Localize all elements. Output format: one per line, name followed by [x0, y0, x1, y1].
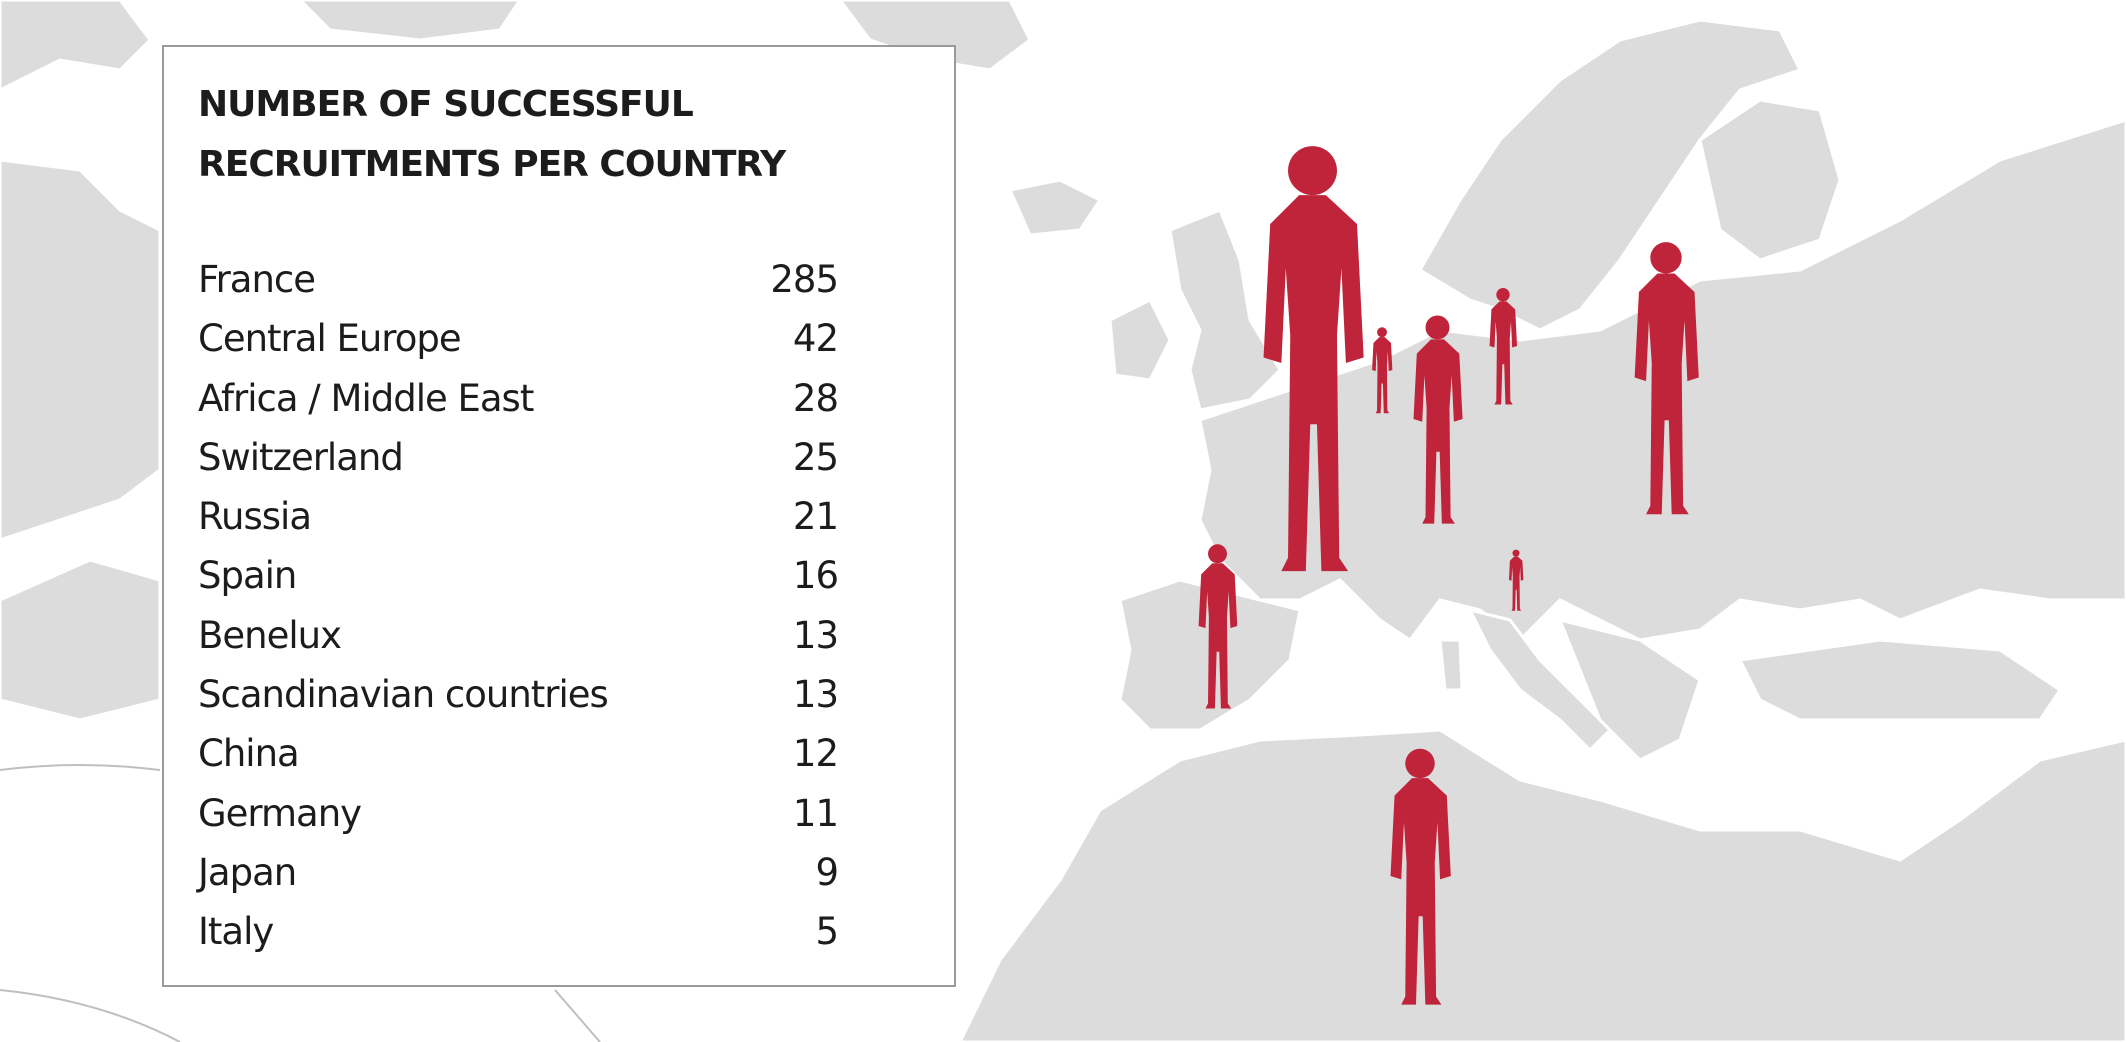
- country-label: France: [198, 258, 316, 301]
- table-row: Russia 21: [198, 487, 839, 546]
- recruitment-count: 12: [792, 732, 839, 776]
- country-label: Italy: [198, 910, 274, 954]
- table-row: Switzerland 25: [198, 428, 839, 487]
- recruitments-table-panel: NUMBER OF SUCCESSFUL RECRUITMENTS PER CO…: [162, 45, 956, 987]
- recruitment-count: 25: [792, 435, 839, 479]
- recruitment-count: 285: [770, 258, 839, 301]
- recruitment-count: 9: [815, 850, 839, 894]
- country-label: Switzerland: [198, 435, 404, 479]
- country-label: Russia: [198, 495, 312, 539]
- country-label: Japan: [198, 850, 297, 894]
- recruitments-table: France 285 Central Europe 42 Africa / Middle…: [198, 250, 839, 962]
- table-row: China 12: [198, 724, 839, 783]
- table-row: Africa / Middle East 28: [198, 369, 839, 428]
- chart-title: NUMBER OF SUCCESSFUL RECRUITMENTS PER CO…: [198, 84, 786, 185]
- table-row: Italy 5: [198, 902, 839, 961]
- recruitment-count: 13: [792, 613, 839, 657]
- recruitment-count: 28: [792, 376, 839, 420]
- country-label: China: [198, 732, 300, 776]
- map-arc-line: [554, 989, 601, 1042]
- recruitment-count: 16: [792, 554, 839, 598]
- table-row: Spain 16: [198, 546, 839, 605]
- recruitment-count: 42: [792, 317, 839, 361]
- recruitment-count: 11: [792, 791, 839, 835]
- country-label: Africa / Middle East: [198, 376, 534, 420]
- map-arc-line: [0, 764, 161, 771]
- table-row: France 285: [198, 250, 839, 309]
- recruitment-count: 21: [792, 495, 839, 539]
- country-label: Scandinavian countries: [198, 673, 609, 717]
- table-row: Japan 9: [198, 843, 839, 902]
- table-row: Scandinavian countries 13: [198, 665, 839, 724]
- table-row: Germany 11: [198, 784, 839, 843]
- recruitment-count: 13: [792, 673, 839, 717]
- country-label: Spain: [198, 554, 297, 598]
- country-label: Germany: [198, 791, 362, 835]
- country-label: Central Europe: [198, 317, 462, 361]
- map-arc-line: [0, 989, 181, 1042]
- table-row: Benelux 13: [198, 606, 839, 665]
- recruitment-count: 5: [815, 910, 839, 954]
- table-row: Central Europe 42: [198, 309, 839, 368]
- country-label: Benelux: [198, 613, 342, 657]
